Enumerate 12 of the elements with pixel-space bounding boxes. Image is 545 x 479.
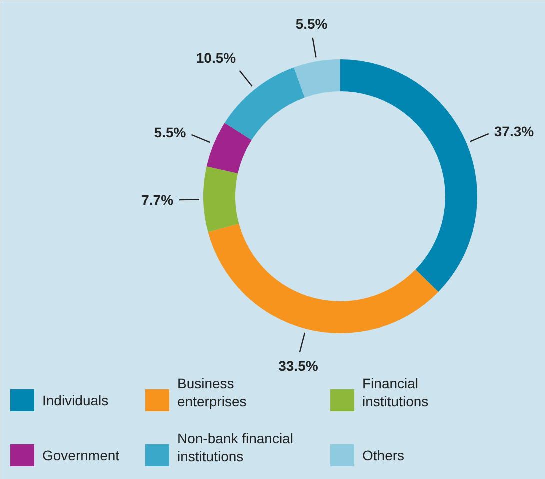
legend-label: Government: [42, 448, 120, 464]
legend-label: Business enterprises: [178, 376, 247, 410]
legend-label: Financial institutions: [362, 376, 429, 410]
legend-label: Non-bank financial institutions: [178, 430, 294, 464]
data-label: 5.5%: [296, 16, 328, 32]
legend-label: Individuals: [42, 392, 109, 408]
legend-label: Others: [362, 448, 405, 464]
data-label: 7.7%: [142, 192, 174, 208]
data-label: 33.5%: [278, 358, 319, 374]
data-label: 5.5%: [154, 124, 187, 141]
data-label: 10.5%: [196, 50, 237, 66]
data-label: 37.3%: [494, 124, 535, 140]
